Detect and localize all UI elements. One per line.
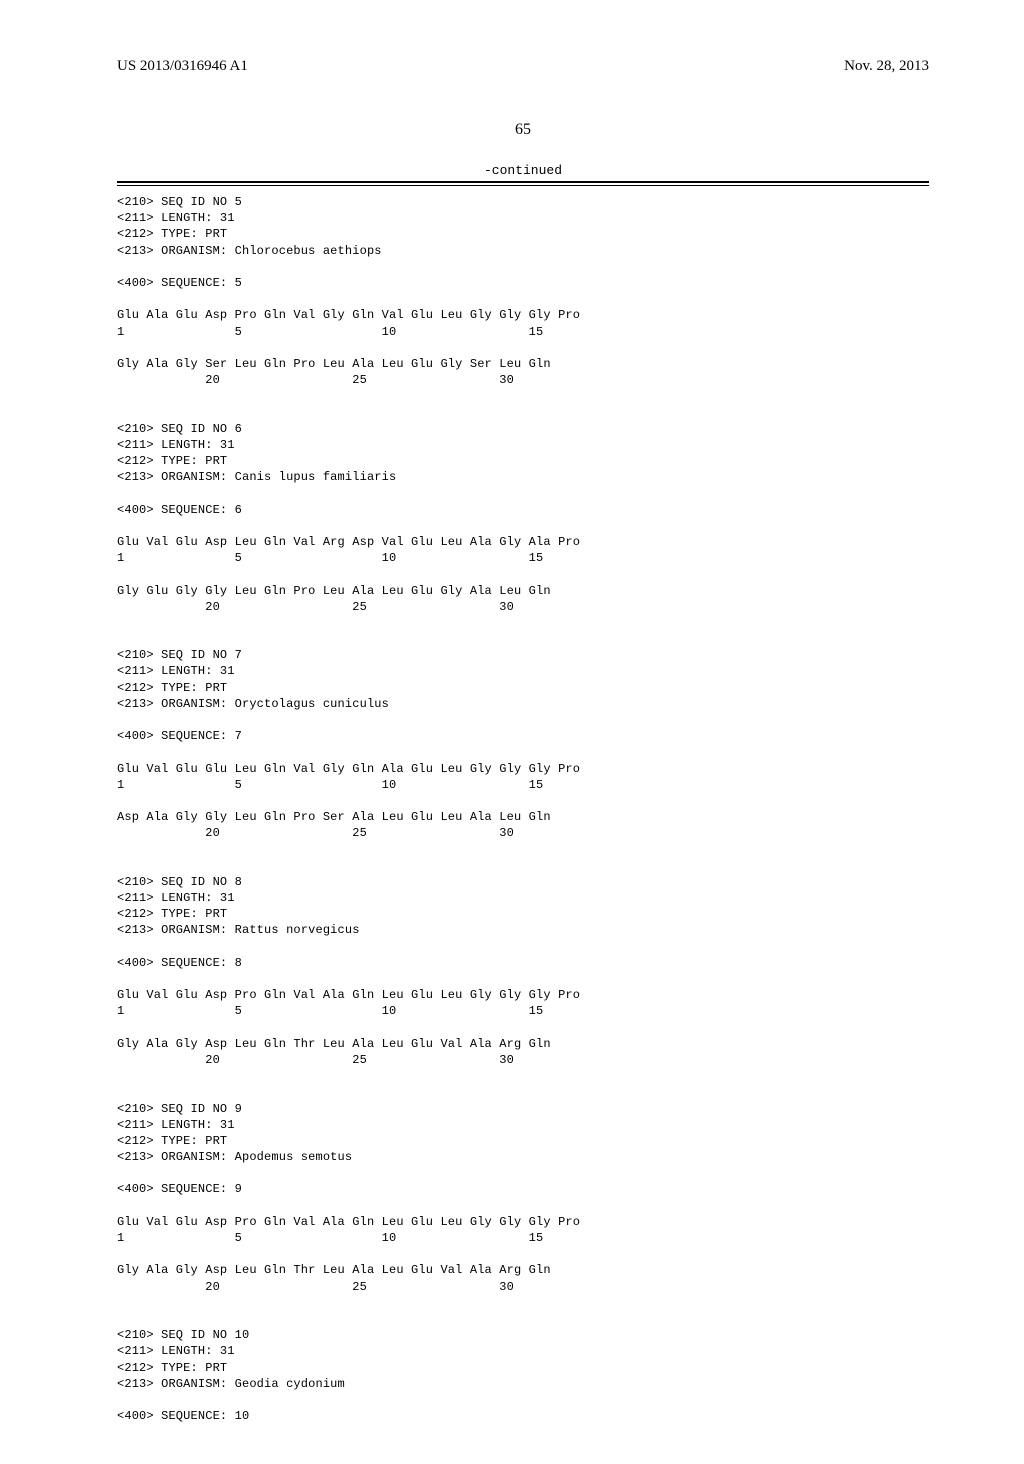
continued-label: -continued [117,163,929,178]
horizontal-rule [117,181,929,186]
sequence-listing: <210> SEQ ID NO 5 <211> LENGTH: 31 <212>… [117,194,929,1424]
patent-page: US 2013/0316946 A1 Nov. 28, 2013 65 -con… [0,0,1024,1464]
page-header: US 2013/0316946 A1 Nov. 28, 2013 [117,58,929,75]
publication-number: US 2013/0316946 A1 [117,58,248,75]
publication-date: Nov. 28, 2013 [844,58,929,75]
page-number: 65 [117,121,929,139]
